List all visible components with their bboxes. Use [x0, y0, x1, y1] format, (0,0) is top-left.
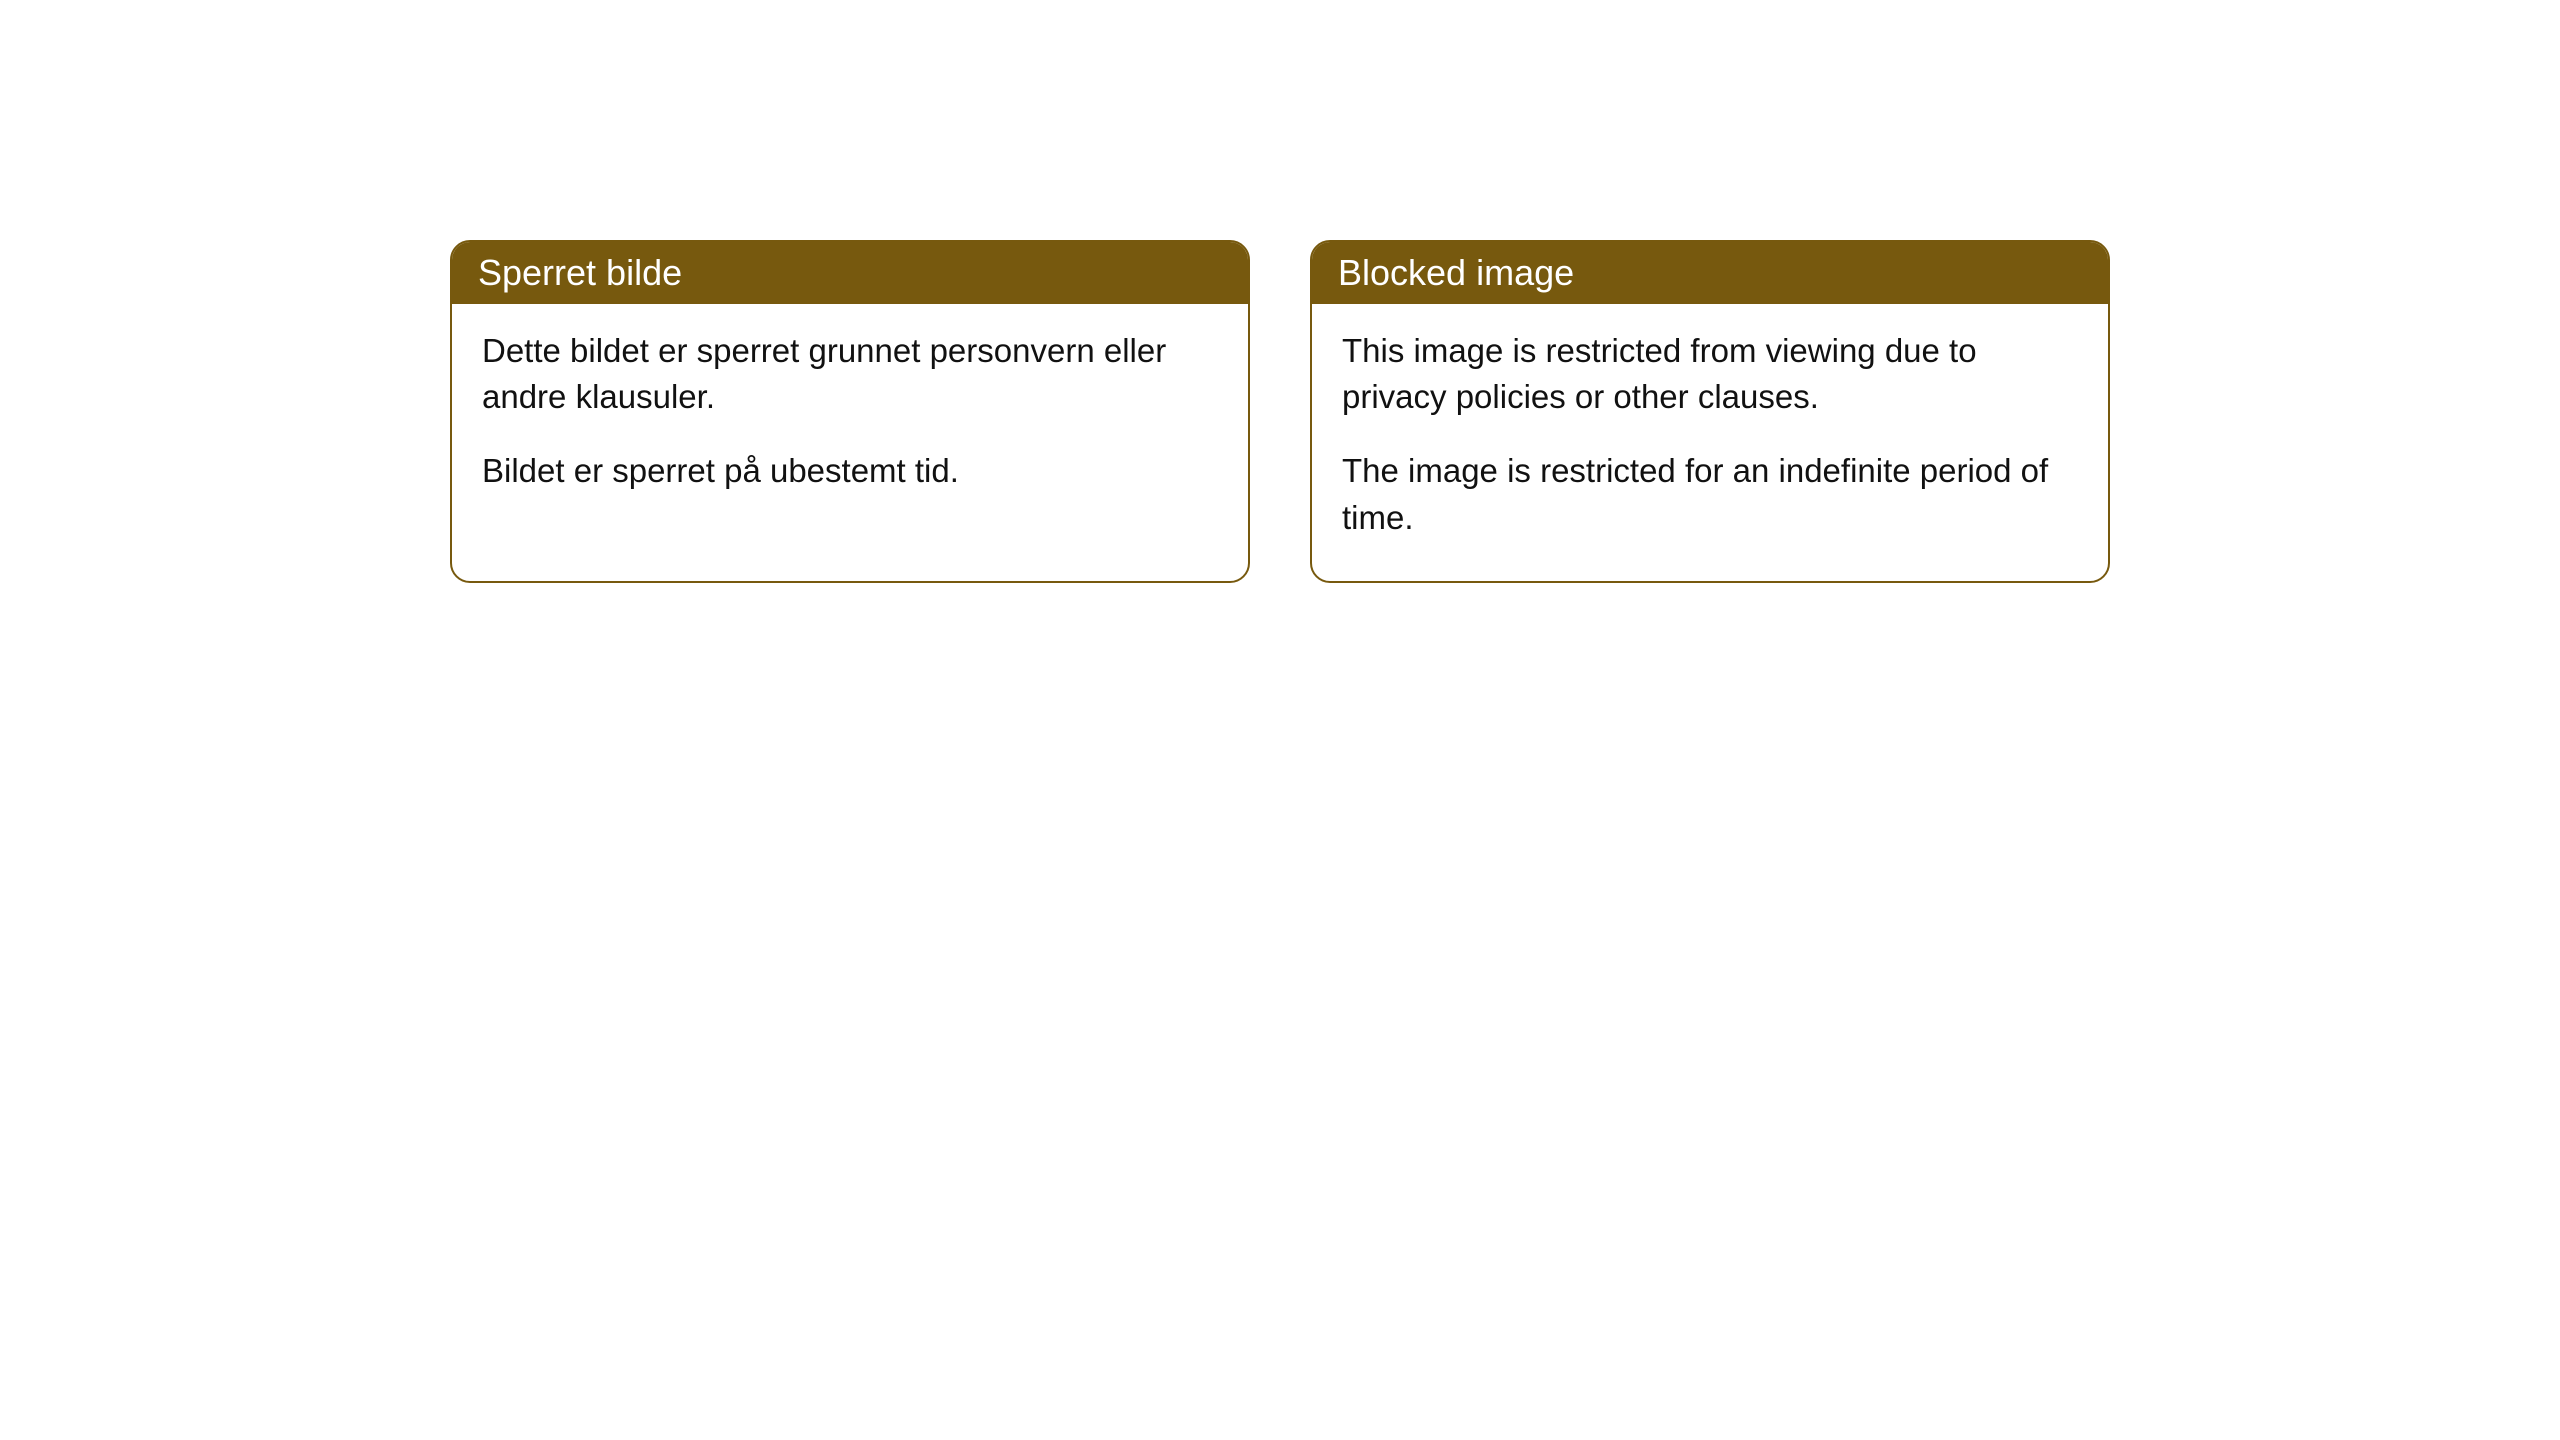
cards-container: Sperret bilde Dette bildet er sperret gr…	[450, 240, 2110, 583]
card-paragraph-1-norwegian: Dette bildet er sperret grunnet personve…	[482, 328, 1218, 420]
card-english: Blocked image This image is restricted f…	[1310, 240, 2110, 583]
card-body-norwegian: Dette bildet er sperret grunnet personve…	[452, 304, 1248, 535]
card-paragraph-1-english: This image is restricted from viewing du…	[1342, 328, 2078, 420]
card-body-english: This image is restricted from viewing du…	[1312, 304, 2108, 581]
card-header-english: Blocked image	[1312, 242, 2108, 304]
card-title-english: Blocked image	[1338, 252, 1574, 293]
card-norwegian: Sperret bilde Dette bildet er sperret gr…	[450, 240, 1250, 583]
card-paragraph-2-english: The image is restricted for an indefinit…	[1342, 448, 2078, 540]
card-header-norwegian: Sperret bilde	[452, 242, 1248, 304]
card-title-norwegian: Sperret bilde	[478, 252, 682, 293]
card-paragraph-2-norwegian: Bildet er sperret på ubestemt tid.	[482, 448, 1218, 494]
